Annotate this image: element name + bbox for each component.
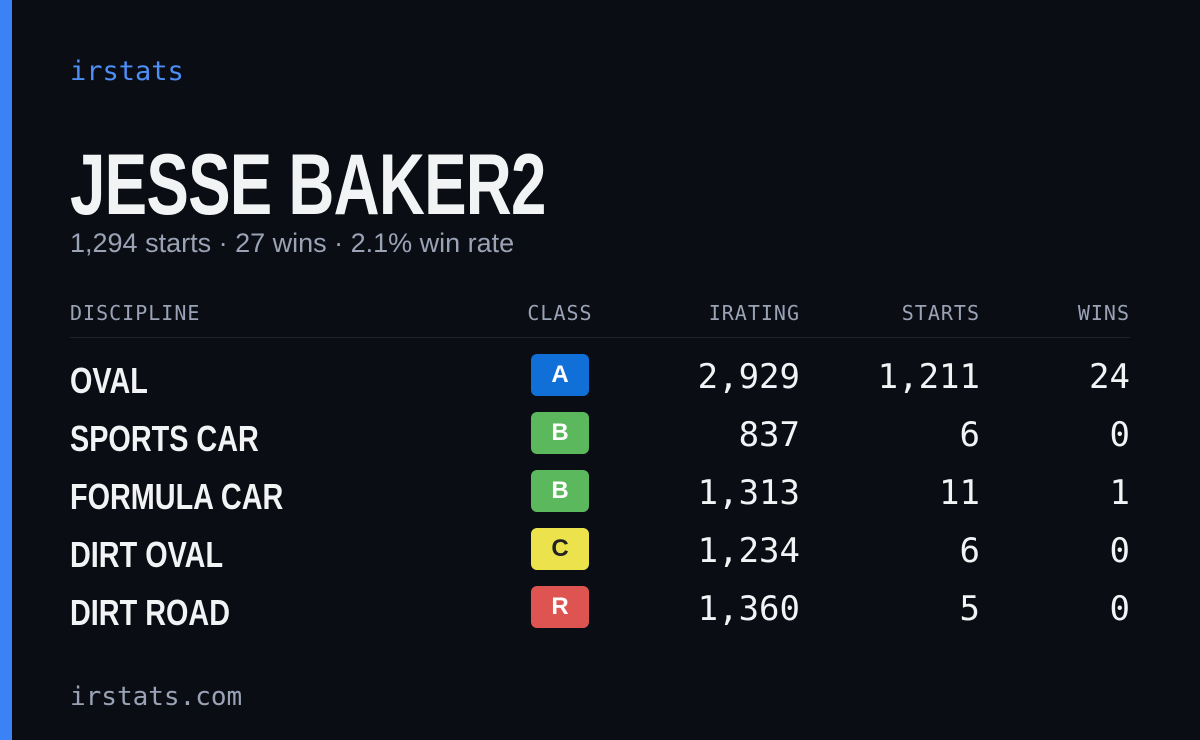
class-badge: R <box>531 586 589 628</box>
wins: 1 <box>1109 473 1130 513</box>
class-badge: A <box>531 354 589 396</box>
starts: 11 <box>939 473 980 513</box>
class-badge: C <box>531 528 589 570</box>
column-header: STARTS <box>901 301 980 325</box>
wins: 0 <box>1109 415 1130 455</box>
footer: irstats.com <box>70 682 243 712</box>
irating: 837 <box>738 415 800 455</box>
accent-bar <box>0 0 12 740</box>
class-badge: B <box>531 412 589 454</box>
irating: 1,360 <box>697 589 800 629</box>
class-badge: B <box>531 470 589 512</box>
wins: 0 <box>1109 589 1130 629</box>
irating: 1,313 <box>697 473 800 513</box>
irating: 1,234 <box>697 531 800 571</box>
header-divider <box>70 337 1130 338</box>
wins: 0 <box>1109 531 1130 571</box>
column-header: WINS <box>1077 301 1130 325</box>
discipline: SPORTS CAR <box>70 418 259 459</box>
column-header: DISCIPLINE <box>70 301 201 325</box>
wins: 24 <box>1089 357 1130 397</box>
discipline: OVAL <box>70 360 148 401</box>
starts: 1,211 <box>877 357 980 397</box>
discipline: DIRT ROAD <box>70 592 230 633</box>
irating: 2,929 <box>697 357 800 397</box>
starts: 6 <box>959 531 980 571</box>
column-header: CLASS <box>527 301 593 325</box>
discipline: DIRT OVAL <box>70 534 224 575</box>
brand: irstats <box>70 56 184 87</box>
starts: 5 <box>959 589 980 629</box>
starts: 6 <box>959 415 980 455</box>
discipline: FORMULA CAR <box>70 476 284 517</box>
column-header: IRATING <box>708 301 800 325</box>
summary: 1,294 starts · 27 wins · 2.1% win rate <box>70 228 515 258</box>
driver-name: JESSE BAKER2 <box>70 137 546 233</box>
